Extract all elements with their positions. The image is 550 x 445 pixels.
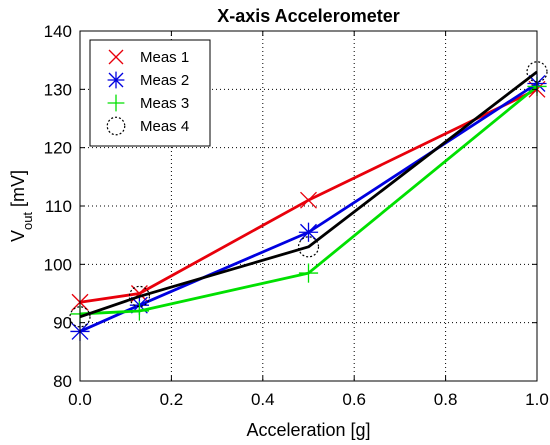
- x-tick-label: 0.0: [68, 390, 92, 409]
- y-axis-title: Vout [mV]: [8, 170, 35, 242]
- series-line-3: [79, 85, 538, 316]
- legend-marker-3: [107, 94, 125, 112]
- marker-stroke: [106, 116, 126, 136]
- marker-stroke: [300, 191, 317, 209]
- x-axis-title: Acceleration [g]: [246, 420, 370, 440]
- series-line-1: [79, 88, 538, 304]
- marker-stroke: [69, 306, 91, 328]
- data-point-series-3: [298, 263, 319, 283]
- marker-stroke: [526, 61, 548, 83]
- chart-title: X-axis Accelerometer: [217, 6, 399, 26]
- y-tick-label: 140: [44, 22, 72, 41]
- y-axis-title-sub: out: [20, 212, 35, 230]
- data-point-series-2: [298, 222, 319, 242]
- legend-marker-2: [107, 71, 125, 89]
- x-tick-label: 0.4: [251, 390, 275, 409]
- legend-label-2: Meas 2: [140, 72, 189, 89]
- x-tick-label: 0.6: [342, 390, 366, 409]
- x-tick-label: 1.0: [525, 390, 549, 409]
- y-tick-label: 120: [44, 139, 72, 158]
- y-tick-label: 90: [53, 314, 72, 333]
- data-point-series-4: [69, 306, 91, 328]
- y-axis-title-main: V: [8, 230, 28, 242]
- y-tick-label: 80: [53, 372, 72, 391]
- y-tick-label: 100: [44, 255, 72, 274]
- legend: Meas 1 Meas 2 Meas 3 Meas 4: [89, 39, 211, 147]
- marker-stroke: [128, 285, 151, 308]
- y-tick-label: 110: [45, 197, 72, 216]
- data-point-series-4: [297, 236, 320, 258]
- data-point-series-4: [128, 285, 151, 308]
- legend-box: [89, 39, 211, 147]
- data-point-series-4: [526, 61, 548, 83]
- y-axis-title-unit: [mV]: [8, 170, 28, 212]
- legend-label-3: Meas 3: [140, 95, 189, 112]
- legend-marker-1: [108, 49, 124, 65]
- legend-label-1: Meas 1: [140, 49, 189, 66]
- data-point-series-3: [129, 301, 150, 321]
- x-tick-label: 0.2: [160, 390, 184, 409]
- x-tick-label: 0.8: [434, 390, 458, 409]
- data-point-series-1: [300, 191, 317, 209]
- ticks-layer: 0.0 0.2 0.4 0.6 0.8 1.0 80 90 100 110 120 130 140: [44, 22, 549, 409]
- marker-stroke: [108, 49, 124, 65]
- legend-marker-4: [106, 116, 126, 136]
- marker-stroke: [297, 236, 320, 258]
- series-line-4: [79, 70, 538, 319]
- legend-label-4: Meas 4: [140, 118, 189, 135]
- y-tick-label: 130: [44, 80, 72, 99]
